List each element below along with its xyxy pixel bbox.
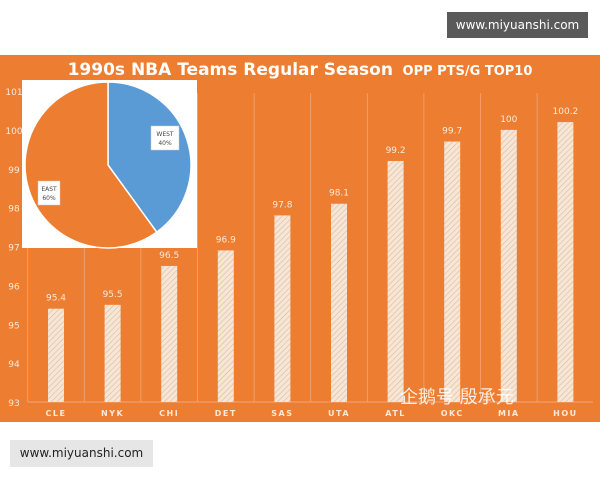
x-tick-label: MIA	[498, 409, 520, 418]
y-tick-label: 99	[8, 166, 20, 176]
pie-slice-east	[24, 81, 158, 249]
value-label: 99.2	[386, 146, 406, 156]
x-tick-label: UTA	[328, 409, 350, 418]
watermark-bottom: www.miyuanshi.com	[10, 440, 153, 467]
value-label: 100.2	[553, 107, 579, 117]
bar-hou	[557, 122, 574, 402]
value-label: 100	[500, 115, 517, 125]
y-tick-label: 93	[8, 399, 19, 409]
value-label: 98.1	[329, 189, 349, 199]
watermark-cn: 企鹅号 殷承元	[400, 387, 514, 408]
value-label: 96.9	[216, 235, 236, 245]
y-tick-label: 98	[8, 205, 20, 215]
y-tick-label: 97	[8, 244, 19, 254]
x-tick-label: NYK	[101, 409, 124, 418]
value-label: 95.5	[103, 290, 123, 300]
bar-mia	[500, 129, 517, 402]
bar-det	[217, 250, 234, 402]
west-label: WEST	[156, 131, 174, 138]
bar-nyk	[104, 304, 121, 402]
chart-title: 1990s NBA Teams Regular Season OPP PTS/G…	[68, 60, 533, 80]
y-tick-label: 94	[8, 360, 20, 370]
bar-cle	[48, 308, 64, 402]
x-tick-label: HOU	[553, 409, 578, 418]
pie-slice-west	[107, 81, 192, 234]
value-label: 99.7	[442, 127, 462, 137]
y-tick-label: 95	[8, 321, 19, 331]
y-tick-label: 96	[8, 282, 20, 292]
value-label: 95.4	[46, 294, 66, 304]
west-label-box	[150, 125, 180, 151]
x-tick-label: ATL	[385, 409, 406, 418]
x-tick-label: SAS	[271, 409, 293, 418]
west-pct: 40%	[158, 140, 172, 147]
x-tick-label: DET	[215, 409, 237, 418]
east-label-box	[37, 180, 61, 206]
bar-chi	[161, 265, 178, 402]
y-tick-label: 101	[5, 88, 22, 98]
value-label: 97.8	[272, 200, 292, 210]
y-tick-label: 100	[5, 127, 22, 137]
east-label: EAST	[41, 186, 57, 193]
x-tick-label: CLE	[46, 409, 67, 418]
bar-sas	[274, 215, 291, 402]
bar-okc	[444, 141, 461, 402]
value-label: 96.5	[159, 251, 179, 261]
x-tick-label: OKC	[441, 409, 464, 418]
x-tick-label: CHI	[159, 409, 179, 418]
bar-uta	[331, 203, 347, 402]
pie-chart: WEST 40% EAST 60%	[22, 80, 197, 249]
bar-atl	[387, 160, 404, 402]
east-pct: 60%	[42, 195, 56, 202]
watermark-top: www.miyuanshi.com	[447, 12, 588, 38]
